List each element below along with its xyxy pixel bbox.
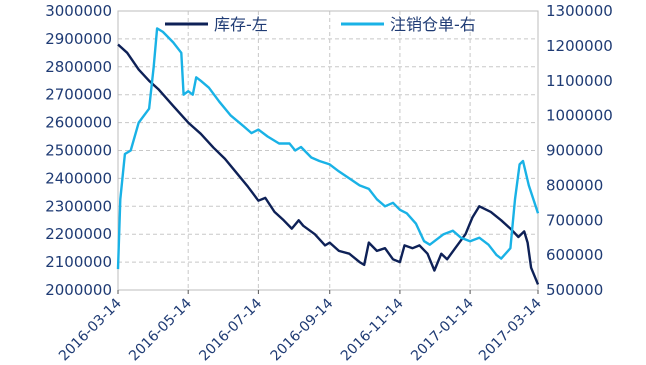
series-line-inventory	[117, 43, 540, 285]
y-left-tick-label: 3000000	[45, 2, 112, 20]
y-left-tick-label: 2300000	[45, 197, 112, 215]
y-left-tick-label: 2500000	[45, 142, 112, 160]
y-right-tick-label: 700000	[546, 211, 603, 229]
legend: 库存-左 注销仓单-右	[165, 15, 476, 34]
plot-frame	[117, 10, 539, 291]
grid-layer	[117, 10, 539, 291]
y-left-tick-label: 2000000	[45, 281, 112, 299]
y-right-tick-label: 500000	[546, 281, 603, 299]
legend-label-inventory: 库存-左	[214, 15, 268, 34]
y-left-tick-label: 2400000	[45, 169, 112, 187]
y-right-tick-label: 1000000	[546, 107, 613, 125]
y-left-tick-label: 2700000	[45, 86, 112, 104]
legend-label-cancelled: 注销仓单-右	[390, 15, 476, 34]
y-left-tick-label: 2600000	[45, 114, 112, 132]
y-left-tick-label: 2800000	[45, 58, 112, 76]
y-left-tick-label: 2100000	[45, 253, 112, 271]
y-right-tick-label: 1300000	[546, 2, 613, 20]
y-left-tick-label: 2900000	[45, 30, 112, 48]
y-right-tick-label: 900000	[546, 142, 603, 160]
y-left-tick-label: 2200000	[45, 225, 112, 243]
y-right-tick-label: 800000	[546, 176, 603, 194]
y-right-tick-label: 1200000	[546, 37, 613, 55]
y-right-tick-label: 600000	[546, 246, 603, 264]
series-layer	[116, 27, 540, 285]
y-right-tick-label: 1100000	[546, 72, 613, 90]
series-line-cancelled-warrants	[116, 27, 540, 270]
